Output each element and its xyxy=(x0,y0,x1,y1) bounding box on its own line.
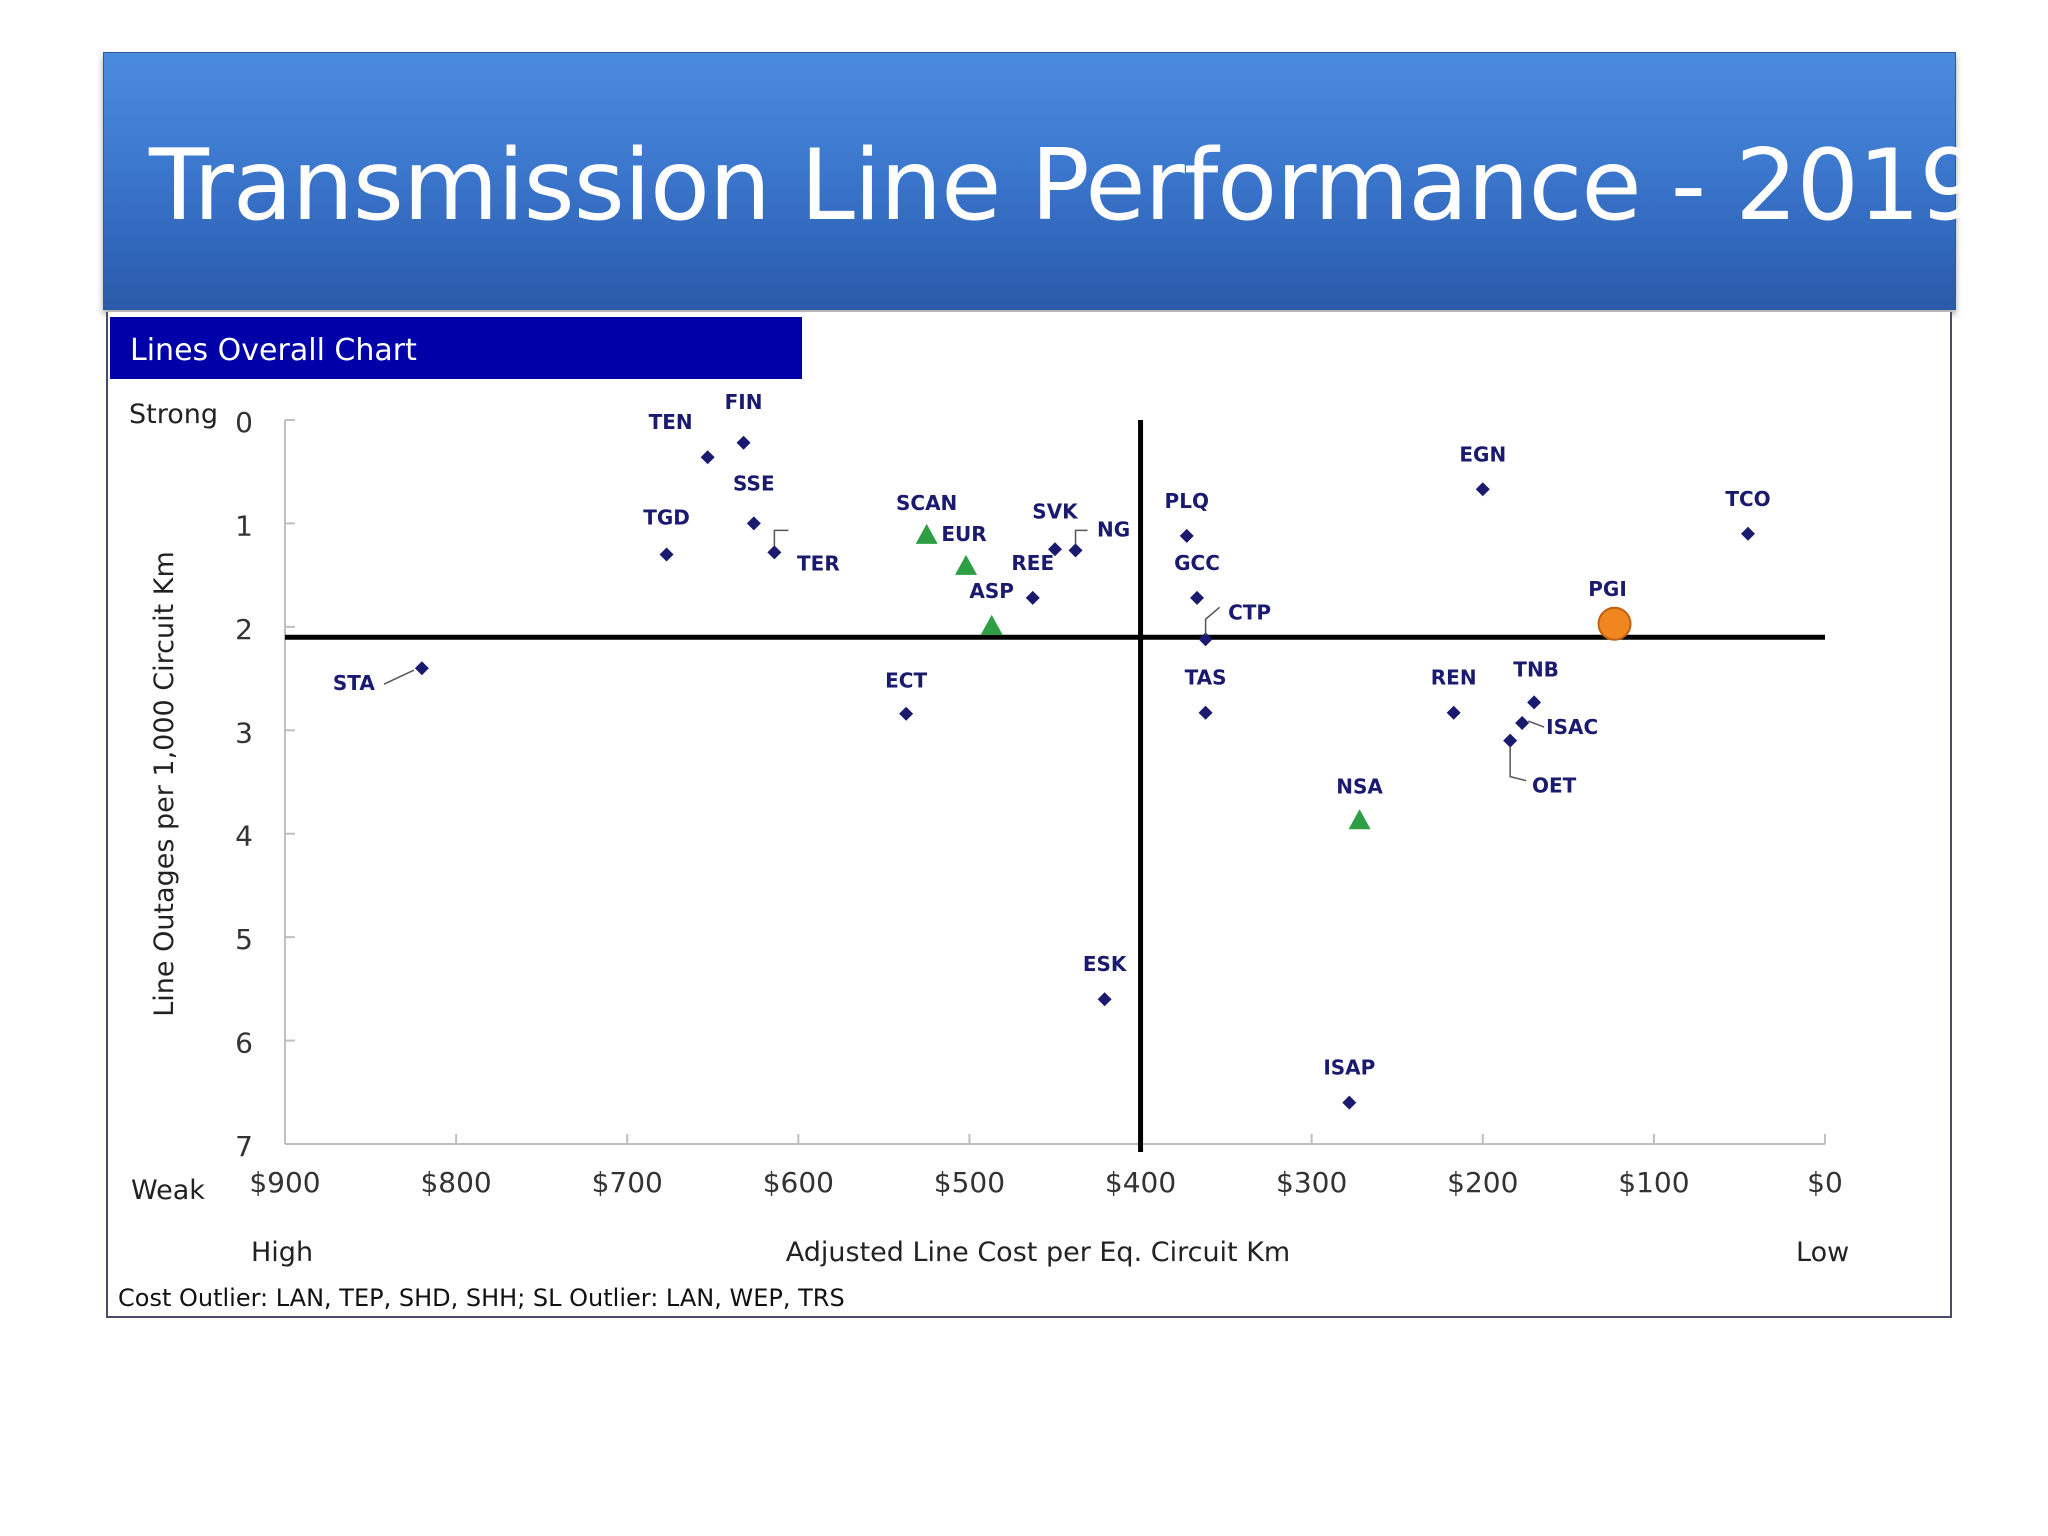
leader-line-isac xyxy=(1527,720,1545,728)
point-label-tnb: TNB xyxy=(1513,657,1559,681)
data-point-tco xyxy=(1741,526,1755,541)
x-tick-label: $100 xyxy=(1618,1166,1689,1199)
point-label-asp: ASP xyxy=(969,579,1014,603)
x-tick-label: $900 xyxy=(249,1166,320,1199)
point-label-isac: ISAC xyxy=(1546,715,1598,739)
leader-line-ctp xyxy=(1204,606,1221,636)
data-point-ree xyxy=(1025,590,1040,605)
x-end-label-right: Low xyxy=(1796,1237,1849,1268)
data-point-plq xyxy=(1179,528,1194,543)
data-point-ng xyxy=(1068,543,1083,558)
data-point-tnb xyxy=(1527,695,1542,710)
point-label-scan: SCAN xyxy=(896,491,957,515)
point-label-isap: ISAP xyxy=(1323,1056,1375,1080)
data-point-esk xyxy=(1097,992,1112,1007)
x-tick-label: $800 xyxy=(420,1166,491,1199)
point-label-tgd: TGD xyxy=(643,505,690,529)
data-point-fin xyxy=(736,435,751,450)
data-point-sse xyxy=(746,516,761,531)
point-label-ect: ECT xyxy=(885,669,927,693)
y-end-label-top: Strong xyxy=(129,399,218,430)
x-axis-title: Adjusted Line Cost per Eq. Circuit Km xyxy=(786,1237,1290,1268)
point-label-tco: TCO xyxy=(1725,487,1770,511)
point-label-svk: SVK xyxy=(1032,499,1079,523)
y-tick-label: 1 xyxy=(235,509,253,542)
point-label-ng: NG xyxy=(1097,517,1130,541)
point-label-sta: STA xyxy=(333,671,375,695)
data-point-scan xyxy=(915,523,938,544)
data-point-tas xyxy=(1198,705,1213,720)
data-point-gcc xyxy=(1190,590,1205,605)
data-point-ren xyxy=(1446,705,1461,720)
point-label-sse: SSE xyxy=(733,471,775,495)
data-point-oet xyxy=(1503,733,1518,748)
y-tick-label: 7 xyxy=(235,1130,253,1163)
x-tick-label: $700 xyxy=(592,1166,663,1199)
data-point-isap xyxy=(1342,1095,1357,1110)
point-label-fin: FIN xyxy=(725,390,763,414)
point-label-ctp: CTP xyxy=(1228,600,1271,624)
data-point-nsa xyxy=(1348,809,1371,830)
point-label-esk: ESK xyxy=(1083,952,1128,976)
outlier-footnote: Cost Outlier: LAN, TEP, SHD, SHH; SL Out… xyxy=(118,1284,845,1312)
point-label-tas: TAS xyxy=(1185,666,1227,690)
y-end-label-bottom: Weak xyxy=(131,1175,205,1206)
data-point-isac xyxy=(1515,716,1530,731)
x-tick-label: $600 xyxy=(763,1166,834,1199)
data-point-ten xyxy=(700,450,715,465)
data-point-ter xyxy=(767,545,782,560)
x-tick-label: $0 xyxy=(1807,1166,1843,1199)
data-point-asp xyxy=(980,614,1003,635)
y-tick-label: 3 xyxy=(235,716,253,749)
x-tick-label: $400 xyxy=(1105,1166,1176,1199)
y-tick-label: 0 xyxy=(235,406,253,439)
point-label-eur: EUR xyxy=(941,522,986,546)
x-end-label-left: High xyxy=(251,1237,313,1268)
leader-line-ng xyxy=(1074,529,1088,545)
data-point-eur xyxy=(955,554,978,575)
point-label-egn: EGN xyxy=(1459,442,1506,466)
title-banner: Transmission Line Performance - 2019 xyxy=(103,52,1982,310)
data-point-svk xyxy=(1048,542,1062,557)
data-point-ctp xyxy=(1198,632,1213,647)
data-point-ect xyxy=(899,706,914,721)
chart-panel-header: Lines Overall Chart xyxy=(110,317,802,379)
x-tick-label: $200 xyxy=(1447,1166,1518,1199)
point-label-plq: PLQ xyxy=(1165,489,1209,513)
x-tick-label: $300 xyxy=(1276,1166,1347,1199)
point-label-ten: TEN xyxy=(649,410,693,434)
point-label-oet: OET xyxy=(1532,774,1577,798)
y-tick-label: 2 xyxy=(235,613,253,646)
y-tick-label: 4 xyxy=(235,820,253,853)
data-point-tgd xyxy=(659,547,674,562)
y-axis-title: Line Outages per 1,000 Circuit Km xyxy=(149,551,180,1017)
leader-line-oet xyxy=(1509,746,1527,782)
point-label-nsa: NSA xyxy=(1336,774,1383,798)
data-point-pgi xyxy=(1597,606,1632,641)
point-label-gcc: GCC xyxy=(1174,551,1220,575)
x-tick-label: $500 xyxy=(934,1166,1005,1199)
y-tick-label: 5 xyxy=(235,923,253,956)
data-point-egn xyxy=(1475,482,1490,497)
slide-title: Transmission Line Performance - 2019 xyxy=(149,129,1982,243)
data-point-sta xyxy=(414,661,429,676)
leader-line-ter xyxy=(773,529,789,547)
point-label-ter: TER xyxy=(797,551,840,575)
y-tick-label: 6 xyxy=(235,1027,253,1060)
point-label-ree: REE xyxy=(1011,551,1054,575)
point-label-ren: REN xyxy=(1431,666,1477,690)
point-label-pgi: PGI xyxy=(1588,577,1627,601)
leader-line-sta xyxy=(383,669,415,685)
chart-panel xyxy=(106,312,1952,1318)
